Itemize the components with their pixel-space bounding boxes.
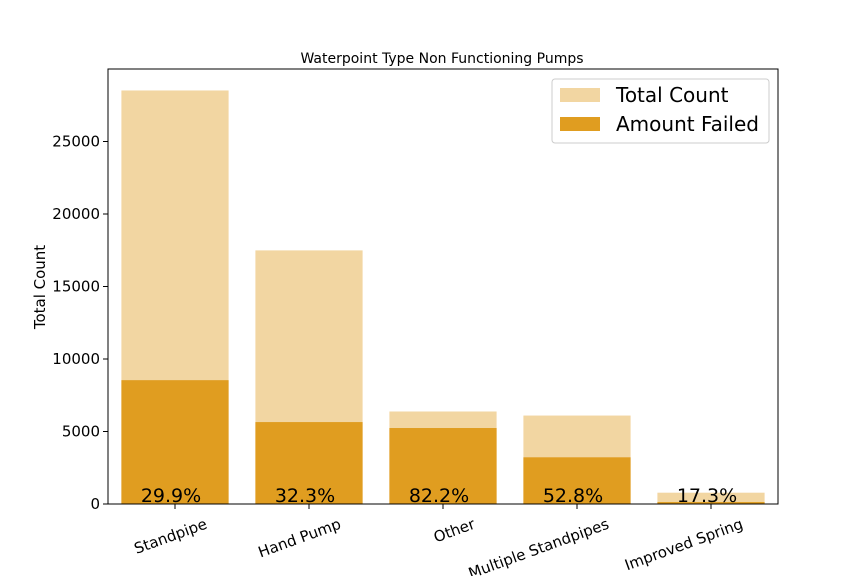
legend-box [551,78,770,144]
y-tick-label: 25000 [52,133,100,151]
bar-total-improved-spring [657,492,765,504]
bar-failed-multiple-standpipes [523,457,631,504]
percent-label-improved-spring: 17.3% [677,485,737,507]
legend-label-amount-failed: Amount Failed [616,112,759,136]
bar-failed-improved-spring [657,502,765,504]
percent-labels: 29.9% 32.3% 82.2% 52.8% 17.3% [141,485,737,507]
percent-label-other: 82.2% [409,485,469,507]
legend-swatch-total-count [560,88,600,102]
y-axis-label: Total Count [31,245,49,330]
percent-label-multiple-standpipes: 52.8% [543,485,603,507]
legend-label-total-count: Total Count [615,83,729,107]
percent-label-standpipe: 29.9% [141,485,201,507]
bar-failed-other [389,428,497,504]
y-tick-label: 5000 [62,423,100,441]
y-axis: 0 5000 10000 15000 20000 25000 [52,133,108,513]
y-tick-label: 10000 [52,350,100,368]
chart-title: Waterpoint Type Non Functioning Pumps [300,51,583,67]
percent-label-hand-pump: 32.3% [275,485,335,507]
y-tick-label: 0 [90,495,100,513]
y-tick-label: 20000 [52,205,100,223]
legend: Total Count Amount Failed [551,78,770,144]
bar-failed-hand-pump [255,422,363,504]
amount-failed-bars [121,380,765,504]
y-tick-label: 15000 [52,278,100,296]
bar-failed-standpipe [121,380,229,504]
legend-swatch-amount-failed [560,117,600,131]
